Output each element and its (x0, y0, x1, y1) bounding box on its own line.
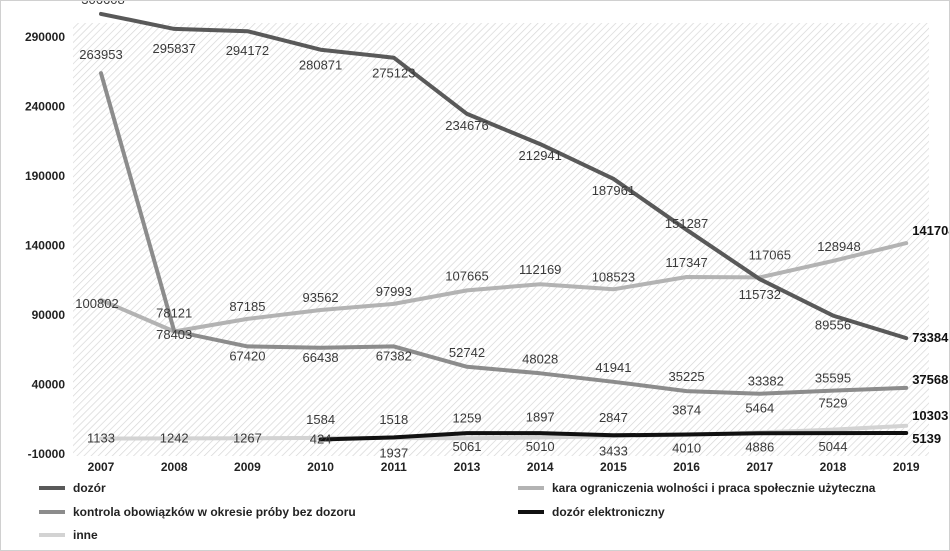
data-label: 3874 (672, 403, 701, 418)
y-tick-label: 240000 (25, 100, 65, 114)
data-label: 2847 (599, 410, 628, 425)
data-label: 67420 (229, 348, 265, 363)
data-label: 10303 (912, 408, 948, 423)
data-label: 1133 (87, 431, 115, 446)
data-label: 294172 (226, 43, 269, 58)
data-label: 52742 (449, 345, 485, 360)
data-label: 33382 (748, 374, 784, 389)
x-tick-label: 2015 (600, 460, 627, 474)
data-label: 35225 (669, 369, 705, 384)
legend-item-dozor-elektroniczny: dozór elektroniczny (518, 505, 665, 519)
legend-swatch-dozor (39, 486, 65, 490)
legend-item-kontrola: kontrola obowiązków w okresie próby bez … (39, 505, 356, 519)
x-tick-label: 2013 (454, 460, 481, 474)
legend-label-kontrola: kontrola obowiązków w okresie próby bez … (73, 505, 356, 519)
y-tick-label: 40000 (32, 378, 66, 392)
data-label: 275123 (372, 66, 415, 81)
data-label: 3433 (599, 443, 628, 458)
data-label: 5139 (912, 431, 941, 446)
data-label: 107665 (445, 268, 488, 283)
y-tick-label: 140000 (25, 239, 65, 253)
series-line-0 (99, 11, 909, 341)
legend-label-inne: inne (73, 528, 98, 542)
data-label: 7529 (819, 396, 848, 411)
data-label: 67382 (376, 348, 412, 363)
data-label: 295837 (153, 41, 196, 56)
y-tick-label: 90000 (32, 308, 66, 322)
data-label: 117347 (665, 255, 707, 270)
data-label: 93562 (303, 290, 339, 305)
x-tick-label: 2008 (161, 460, 188, 474)
data-label: 5044 (819, 439, 848, 454)
data-label: 263953 (79, 47, 122, 62)
data-label: 234676 (445, 118, 488, 133)
x-tick-label: 2009 (234, 460, 261, 474)
data-label: 141704 (912, 223, 949, 238)
x-tick-label: 2018 (820, 460, 847, 474)
legend-item-kara: kara ograniczenia wolności i praca społe… (518, 481, 875, 495)
data-label: 4886 (745, 439, 774, 454)
data-label: 1584 (306, 412, 335, 427)
series-line-2 (99, 71, 909, 396)
x-tick-label: 2019 (893, 460, 920, 474)
data-label: 151287 (665, 216, 708, 231)
x-tick-label: 2007 (88, 460, 115, 474)
x-tick-label: 2017 (746, 460, 773, 474)
data-label: 128948 (817, 239, 860, 254)
y-tick-label: 290000 (25, 30, 65, 44)
x-tick-label: 2014 (527, 460, 554, 474)
legend-item-inne: inne (39, 528, 98, 542)
data-label: 117065 (749, 247, 791, 262)
data-label: 87185 (229, 299, 265, 314)
legend-swatch-kara (518, 486, 544, 490)
data-label: 112169 (519, 262, 561, 277)
data-label: 66438 (303, 350, 339, 365)
y-tick-label: 190000 (25, 169, 65, 183)
legend-swatch-dozor-elektroniczny (518, 510, 544, 514)
series-line-1 (99, 241, 909, 334)
x-tick-label: 2011 (381, 460, 407, 474)
data-label: 78403 (156, 327, 192, 342)
data-label: 4010 (672, 441, 701, 456)
plot-area (73, 23, 929, 456)
data-label: 1518 (379, 412, 408, 427)
data-label: 41941 (595, 360, 631, 375)
x-tick-label: 2016 (673, 460, 700, 474)
data-label: 1242 (160, 430, 189, 445)
data-label: 1267 (233, 430, 262, 445)
y-tick-label: -10000 (28, 447, 66, 461)
data-label: 306608 (81, 1, 124, 7)
data-label: 73384 (912, 330, 949, 345)
data-label: 37568 (912, 372, 948, 387)
data-label: 1937 (379, 445, 408, 460)
legend-label-dozor-elektroniczny: dozór elektroniczny (552, 505, 665, 519)
data-label: 5010 (526, 439, 555, 454)
data-label: 35595 (815, 371, 851, 386)
data-label: 424 (310, 432, 332, 447)
data-label: 5464 (745, 401, 774, 416)
data-label: 187961 (592, 183, 635, 198)
legend-item-dozor: dozór (39, 481, 106, 495)
series-line-3 (318, 431, 909, 442)
legend-label-kara: kara ograniczenia wolności i praca społe… (552, 481, 876, 495)
data-label: 108523 (592, 269, 635, 284)
data-label: 1897 (526, 410, 555, 425)
data-label: 115732 (739, 287, 781, 302)
data-label: 89556 (815, 318, 851, 333)
data-label: 97993 (376, 284, 412, 299)
data-label: 5061 (453, 439, 482, 454)
data-label: 1259 (453, 410, 482, 425)
data-label: 280871 (299, 58, 342, 73)
legend-swatch-kontrola (39, 510, 65, 514)
data-label: 212941 (519, 148, 562, 163)
data-label: 78121 (156, 306, 192, 321)
legend-swatch-inne (39, 533, 65, 537)
data-label: 100802 (75, 296, 118, 311)
x-tick-label: 2010 (307, 460, 334, 474)
data-label: 48028 (522, 351, 558, 366)
legend-label-dozor: dozór (73, 481, 106, 495)
